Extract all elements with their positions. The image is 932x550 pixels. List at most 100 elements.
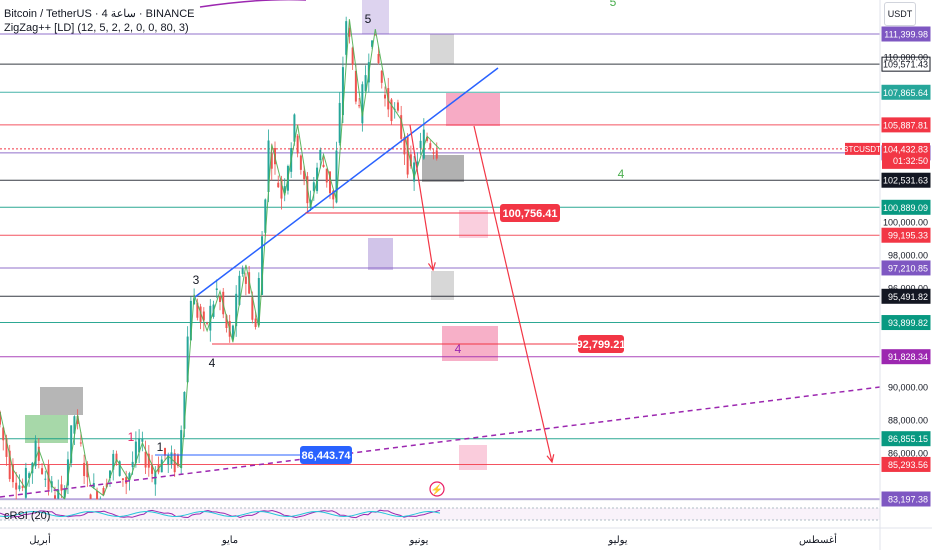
candle-body [83,462,86,477]
candle-body [422,129,425,159]
candle-body [209,305,212,331]
candle-body [364,75,367,92]
countdown-label: 01:32:50 [893,156,928,166]
time-axis[interactable]: أبريل مايو يونيو يوليو أغسطس [0,527,932,546]
candle-body [341,67,344,116]
level-badge [881,26,931,42]
callout-label: 100,756.41 [502,208,557,220]
candle-body [419,140,422,148]
candle-body [371,40,374,47]
wave-label: 1 [128,430,135,444]
level-label: 86,855.15 [888,434,928,444]
wave-label: 4 [455,342,462,356]
candle-body [390,99,393,122]
candle-body [384,94,386,99]
candle-body [206,322,209,324]
candle-body [151,465,154,474]
candle-body [338,102,341,143]
candle-body [280,179,283,199]
callout-label: 86,443.74 [302,450,352,462]
candle-body [403,137,406,155]
projection-arrow-short [409,124,434,271]
y-tick-label: 90,000.00 [888,382,928,392]
y-tick-label: 98,000.00 [888,250,928,260]
candle-body [254,318,257,327]
callout-box [500,204,560,222]
level-label: 85,293.56 [888,460,928,470]
candle-body [160,459,163,473]
zone-box [459,445,487,470]
lightning-icon [429,481,445,497]
y-tick-label: 86,000.00 [888,448,928,458]
ticker-badge [845,142,880,155]
candle-body [128,473,131,481]
candle-body [8,450,11,480]
candle-body [296,135,299,154]
level-badge [881,491,931,507]
level-badge [881,288,931,304]
y-tick-label: 88,000.00 [888,415,928,425]
candle-body [215,288,218,291]
rsi-band [0,508,880,520]
zigzag-line [0,19,441,501]
candle-body [141,439,144,442]
candle-body [186,336,189,383]
candle-body [231,325,234,340]
projection-arrow-long [473,125,553,463]
candle-body [109,470,111,479]
rsi-signal-line [0,510,441,518]
candle-body [76,416,79,424]
wave-label: 1 [157,440,164,454]
candle-body [267,140,270,193]
candle-body [413,162,416,182]
candle-body [44,478,47,480]
candle-body [426,137,429,141]
candle-body [21,486,24,488]
candle-body [28,473,31,478]
candle-body [79,442,82,444]
candle-body [409,154,412,167]
price-axis[interactable]: 111,399.98 109,571.43 107,865.64 105,887.81… [843,0,932,550]
lines-layer: 100,756.41 92,799.21 86,443.74 1 1 3 4 5 4 4 5 [0,0,881,501]
candle-body [202,311,205,321]
candle-body [180,430,183,469]
callout-label: 92,799.21 [577,339,626,351]
indicator-title: ZigZag++ [LD] (12, 5, 2, 2, 0, 0, 80, 3) [4,22,189,34]
candle-body [115,453,118,462]
candle-body [144,451,147,468]
currency-label[interactable]: USDT [884,2,916,26]
candle-body [225,315,228,328]
candle-body [57,489,60,499]
candle-body [18,485,21,490]
candle-body [131,461,134,468]
candle-body [54,495,56,499]
candle-body [303,170,306,180]
candle-body [189,300,192,341]
candle-body [89,494,92,499]
x-tick-label: يوليو [607,535,627,546]
level-badge [881,456,931,472]
level-badge [881,227,931,243]
candle-body [147,453,150,468]
candle-body [270,153,273,169]
candle-body [34,440,37,467]
current-price-badge [882,142,930,169]
x-tick-label: مايو [221,535,238,546]
candle-body [167,455,170,465]
y-tick-label: 100,000.00 [883,217,928,227]
wave-label: 4 [618,167,625,181]
candle-body [374,34,377,36]
candle-body [332,190,335,200]
rsi-title: cRSI (20) [4,510,51,522]
level-badge [881,172,931,188]
level-badge [881,199,931,215]
wave-label: 3 [193,273,200,287]
candle-body [199,306,202,322]
candle-body [11,464,14,483]
wave-label: 4 [209,356,216,370]
candle-body [170,452,173,465]
zone-box [368,238,393,270]
candle-body [361,84,364,124]
candle-body [63,488,66,498]
